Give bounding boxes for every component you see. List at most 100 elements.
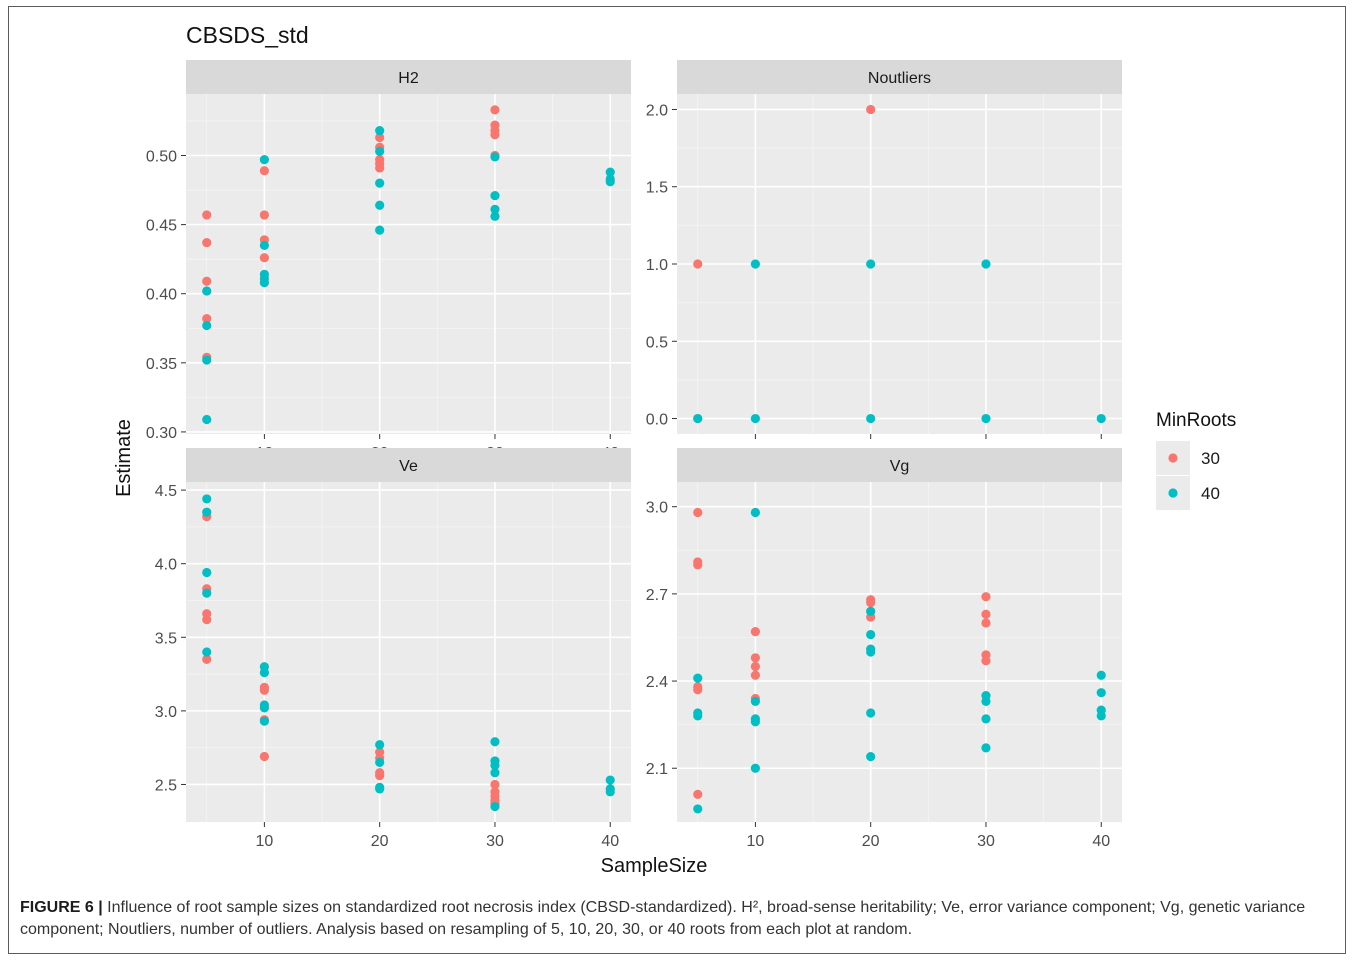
x-tick-label: 20 bbox=[862, 833, 880, 850]
y-tick-label: 2.1 bbox=[646, 761, 668, 778]
data-point bbox=[259, 703, 269, 713]
data-point bbox=[490, 801, 500, 812]
data-point bbox=[490, 768, 500, 778]
y-tick-label: 3.0 bbox=[155, 704, 177, 721]
data-point bbox=[750, 507, 760, 518]
data-point bbox=[750, 696, 760, 707]
data-point bbox=[490, 760, 500, 770]
x-tick-label: 40 bbox=[1092, 833, 1110, 850]
data-point bbox=[375, 146, 385, 156]
data-point bbox=[750, 653, 760, 663]
data-point bbox=[202, 276, 212, 286]
data-point bbox=[750, 670, 760, 680]
data-point bbox=[1096, 688, 1106, 698]
data-point bbox=[490, 105, 500, 115]
data-point bbox=[981, 743, 991, 753]
data-point bbox=[866, 752, 876, 762]
x-axis-label: SampleSize bbox=[601, 855, 708, 877]
y-tick-label: 4.5 bbox=[155, 483, 177, 500]
data-point bbox=[202, 237, 212, 248]
series-40-vg bbox=[693, 507, 1106, 814]
y-tick-label: 0.45 bbox=[146, 218, 177, 235]
y-tick-label: 2.0 bbox=[646, 102, 668, 119]
data-point bbox=[981, 656, 991, 666]
x-tick-label: 30 bbox=[977, 833, 995, 850]
legend-key-point bbox=[1168, 488, 1178, 498]
data-point bbox=[490, 190, 500, 201]
data-point bbox=[866, 597, 876, 608]
legend-title: MinRoots bbox=[1156, 410, 1236, 431]
panel-vg: Vg 10 20 30 40 2.1 2.4 2.7 3.0 bbox=[646, 448, 1122, 850]
strip-noutliers bbox=[677, 60, 1122, 94]
y-tick-label: 0.30 bbox=[146, 425, 177, 442]
legend-label: 30 bbox=[1201, 449, 1220, 468]
data-point bbox=[375, 163, 385, 173]
data-point bbox=[605, 167, 615, 177]
data-point bbox=[202, 286, 212, 296]
data-point bbox=[866, 259, 876, 269]
y-tick-label: 0.35 bbox=[146, 356, 177, 373]
data-point bbox=[259, 668, 269, 678]
data-point bbox=[693, 507, 703, 518]
data-point bbox=[981, 618, 991, 628]
data-point bbox=[866, 413, 876, 424]
data-point bbox=[202, 507, 212, 517]
data-point bbox=[750, 661, 760, 672]
data-point bbox=[866, 647, 876, 657]
legend: MinRoots 30 40 bbox=[1156, 410, 1236, 510]
data-point bbox=[981, 609, 991, 619]
data-point bbox=[981, 696, 991, 707]
data-point bbox=[202, 355, 212, 365]
data-point bbox=[750, 717, 760, 727]
data-point bbox=[259, 253, 269, 263]
data-point bbox=[1096, 711, 1106, 721]
data-point bbox=[693, 711, 703, 721]
x-tick-label: 10 bbox=[746, 833, 764, 850]
data-point bbox=[693, 560, 703, 570]
strip-label-ve: Ve bbox=[399, 458, 418, 475]
y-tick-label: 3.5 bbox=[155, 630, 177, 647]
data-point bbox=[202, 588, 212, 598]
caption-text: Influence of root sample sizes on standa… bbox=[20, 899, 1306, 938]
panel-noutliers: Noutliers 0.0 0.5 1.0 1.5 2.0 bbox=[646, 60, 1122, 439]
data-point bbox=[202, 647, 212, 657]
x-tick-label: 30 bbox=[486, 833, 504, 850]
data-point bbox=[1096, 413, 1106, 424]
x-tick-label: 10 bbox=[255, 833, 273, 850]
strip-vg bbox=[677, 448, 1122, 482]
panel-background-vg bbox=[677, 482, 1122, 822]
data-point bbox=[375, 225, 385, 235]
data-point bbox=[693, 789, 703, 799]
y-tick-label: 1.5 bbox=[646, 180, 668, 197]
data-point bbox=[605, 177, 615, 187]
data-point bbox=[981, 413, 991, 424]
legend-entry-30: 30 bbox=[1156, 441, 1220, 475]
data-point bbox=[981, 714, 991, 724]
series-40-noutliers bbox=[693, 259, 1106, 424]
data-point bbox=[490, 779, 500, 790]
figure-caption: FIGURE 6 | Influence of root sample size… bbox=[20, 897, 1330, 941]
y-tick-label: 0.0 bbox=[646, 412, 668, 429]
data-point bbox=[693, 685, 703, 695]
data-point bbox=[202, 210, 212, 220]
data-point bbox=[981, 592, 991, 602]
data-point bbox=[375, 178, 385, 188]
strip-h2 bbox=[186, 60, 631, 94]
data-point bbox=[693, 673, 703, 683]
strip-label-vg: Vg bbox=[890, 458, 910, 475]
data-point bbox=[605, 787, 615, 797]
data-point bbox=[375, 126, 385, 136]
y-tick-label: 2.5 bbox=[155, 777, 177, 794]
panel-background-h2 bbox=[186, 94, 631, 434]
legend-entry-40: 40 bbox=[1156, 476, 1220, 510]
data-point bbox=[259, 716, 269, 726]
data-point bbox=[259, 210, 269, 220]
y-axis-label: Estimate bbox=[113, 419, 135, 497]
data-point bbox=[866, 606, 876, 616]
y-tick-label: 4.0 bbox=[155, 557, 177, 574]
legend-key-point bbox=[1168, 453, 1178, 463]
figure-frame bbox=[8, 6, 1346, 954]
figure-label: FIGURE 6 | bbox=[20, 899, 103, 916]
data-point bbox=[750, 259, 760, 269]
chart-title: CBSDS_std bbox=[186, 22, 309, 48]
